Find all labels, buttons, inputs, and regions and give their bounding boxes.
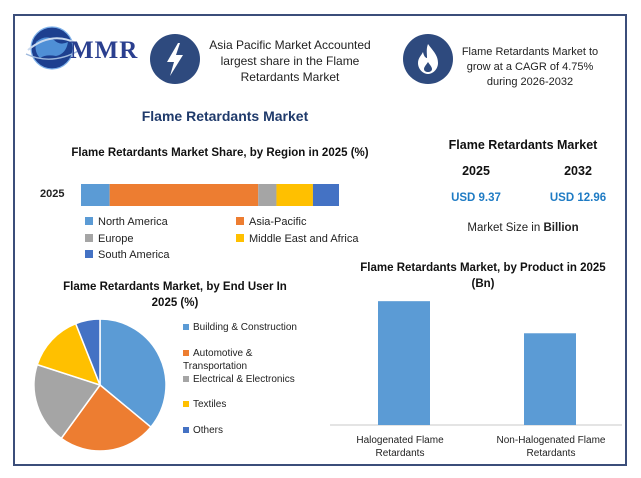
globe-icon (25, 26, 81, 70)
kpi-note-unit: Billion (543, 222, 579, 234)
flame-icon (403, 34, 453, 84)
product-chart-title: Flame Retardants Market, by Product in 2… (360, 262, 606, 290)
pie-legend-others: Others (183, 424, 293, 437)
kpi-title: Flame Retardants Market (448, 138, 598, 152)
banner-left-text: Asia Pacific Market Accounted largest sh… (209, 38, 371, 84)
kpi-value-2025: USD 9.37 (451, 192, 501, 204)
legend-swatch (236, 217, 244, 225)
lightning-icon (150, 34, 200, 84)
legend-swatch (183, 427, 189, 433)
product-bar-label-halogenated: Halogenated Flame Retardants (356, 435, 444, 459)
region-chart-category-label: 2025 (40, 188, 65, 200)
legend-middle-east-africa: Middle East and Africa (236, 233, 358, 245)
legend-swatch (183, 376, 189, 382)
legend-label: Middle East and Africa (249, 233, 359, 245)
legend-swatch (85, 250, 93, 258)
pie-legend-building: Building & Construction (183, 321, 313, 334)
legend-label: Asia-Pacific (249, 216, 307, 228)
legend-swatch (183, 401, 189, 407)
legend-label: Textiles (193, 399, 227, 410)
kpi-year-2032: 2032 (564, 164, 592, 178)
legend-label: South America (98, 249, 170, 261)
legend-label: Electrical & Electronics (193, 374, 295, 385)
pie-legend-automotive: Automotive & Transportation (183, 347, 293, 373)
legend-europe: Europe (85, 233, 133, 245)
banner-right-text: Flame Retardants Market to grow at a CAG… (461, 46, 599, 88)
kpi-note: Market Size in Billion (438, 222, 608, 234)
legend-swatch (236, 234, 244, 242)
legend-asia-pacific: Asia-Pacific (236, 216, 306, 228)
pie-legend-textiles: Textiles (183, 398, 293, 411)
legend-swatch (183, 324, 189, 330)
kpi-value-2032: USD 12.96 (549, 192, 607, 204)
legend-swatch (85, 234, 93, 242)
legend-label: Europe (98, 233, 134, 245)
legend-swatch (183, 350, 189, 356)
legend-south-america: South America (85, 249, 170, 261)
kpi-year-2025: 2025 (462, 164, 490, 178)
product-bar-label-non-halogenated: Non-Halogenated Flame Retardants (496, 435, 606, 459)
kpi-note-prefix: Market Size in (467, 222, 544, 234)
legend-label: Building & Construction (193, 322, 297, 333)
main-title: Flame Retardants Market (141, 108, 309, 124)
legend-label: Automotive & Transportation (183, 348, 253, 372)
logo-text: MMR (70, 37, 139, 64)
region-chart-title: Flame Retardants Market Share, by Region… (71, 147, 369, 159)
mmr-logo (22, 20, 134, 76)
legend-swatch (85, 217, 93, 225)
legend-label: North America (98, 216, 168, 228)
legend-north-america: North America (85, 216, 168, 228)
pie-legend-electrical: Electrical & Electronics (183, 373, 313, 386)
end-user-chart-title: Flame Retardants Market, by End User In … (63, 281, 287, 309)
legend-label: Others (193, 425, 224, 436)
